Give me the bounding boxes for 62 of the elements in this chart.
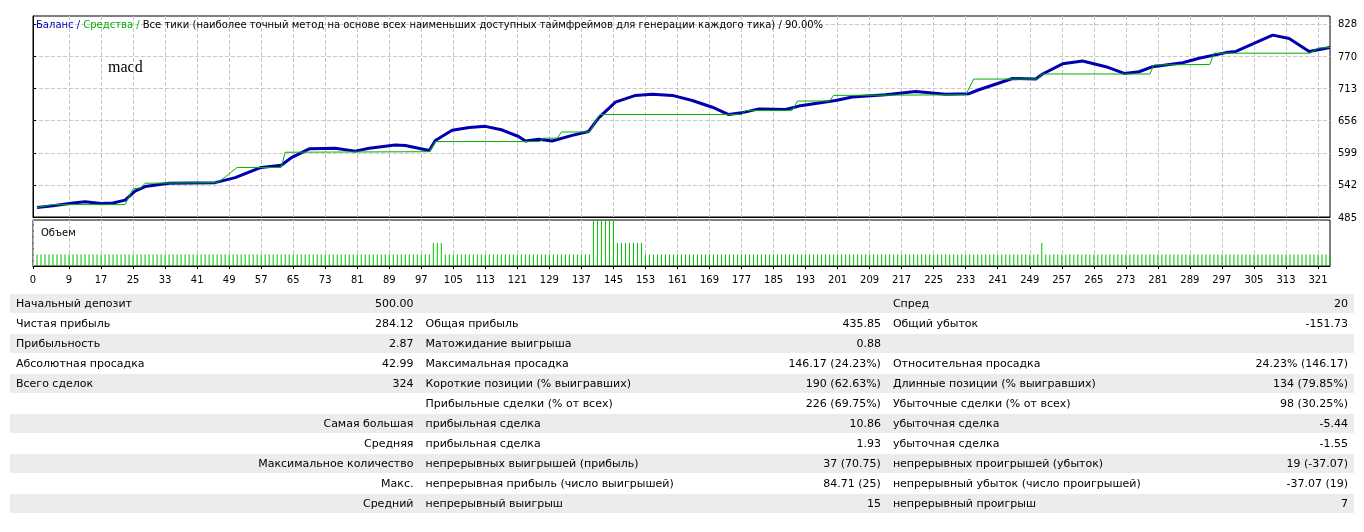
table-row: Всего сделок 324 Короткие позиции (% выигравших) 190 (62.63%) Длинные позиции (% выигравших) 134 (79.85%): [10, 373, 1354, 394]
x-tick-label: 297: [1212, 273, 1232, 285]
x-tick-label: 153: [635, 273, 656, 285]
x-tick-label: 137: [571, 273, 591, 285]
x-tick-label: 185: [764, 273, 784, 285]
x-tick-label: 89: [382, 273, 396, 285]
x-tick-label: 73: [318, 273, 332, 285]
x-tick-label: 49: [222, 273, 236, 285]
x-tick-label: 233: [956, 273, 976, 285]
x-tick-label: 81: [350, 273, 364, 285]
x-tick-label: 321: [1308, 273, 1328, 285]
x-tick-label: 209: [860, 273, 880, 285]
y-tick-label: 599: [1338, 147, 1358, 159]
x-tick-label: 9: [65, 273, 73, 285]
y-tick-label: 713: [1338, 83, 1358, 95]
x-tick-label: 249: [1020, 273, 1040, 285]
x-tick-label: 65: [286, 273, 300, 285]
y-tick-label: 542: [1338, 179, 1358, 191]
table-row: Прибыльность 2.87 Матожидание выигрыша 0.88: [10, 333, 1354, 354]
table-row: Средняя прибыльная сделка 1.93 убыточная сделка -1.55: [10, 433, 1354, 454]
x-tick-label: 177: [732, 273, 752, 285]
x-tick-label: 33: [158, 273, 172, 285]
table-row: Средний непрерывный выигрыш 15 непрерывный проигрыш 7: [10, 493, 1354, 514]
x-tick-label: 121: [507, 273, 527, 285]
table-row: Начальный депозит 500.00 Спред 20: [10, 294, 1354, 314]
x-tick-label: 145: [603, 273, 623, 285]
x-tick-label: 193: [796, 273, 816, 285]
x-tick-label: 313: [1276, 273, 1296, 285]
x-tick-label: 257: [1052, 273, 1072, 285]
table-row: Абсолютная просадка 42.99 Максимальная просадка 146.17 (24.23%) Относительная просадка 24.23% (146.17): [10, 353, 1354, 374]
y-tick-label: 828: [1338, 18, 1358, 30]
annotation: macd: [108, 57, 143, 75]
x-tick-label: 225: [924, 273, 944, 285]
table-row: Прибыльные сделки (% от всех) 226 (69.75%) Убыточные сделки (% от всех) 98 (30.25%): [10, 393, 1354, 414]
x-tick-label: 201: [828, 273, 848, 285]
x-tick-label: 25: [126, 273, 140, 285]
y-tick-label: 770: [1338, 51, 1358, 63]
table-row: Максимальное количество непрерывных выигрышей (прибыль) 37 (70.75) непрерывных проигрышей (убыток) 19 (-37.07): [10, 453, 1354, 474]
x-tick-label: 113: [475, 273, 495, 285]
x-tick-label: 129: [539, 273, 559, 285]
x-tick-label: 281: [1148, 273, 1168, 285]
x-tick-label: 17: [94, 273, 108, 285]
x-tick-label: 41: [190, 273, 204, 285]
chart-title: Баланс / Средства / Все тики (наиболее точный метод на основе всех наименьших доступных таймфреймов для генерации каждого тика) / 90.00%: [36, 19, 824, 30]
y-tick-label: 485: [1338, 211, 1358, 223]
x-tick-label: 217: [892, 273, 912, 285]
x-tick-label: 273: [1116, 273, 1136, 285]
x-tick-label: 0: [29, 273, 37, 285]
x-tick-label: 57: [254, 273, 268, 285]
text: Объем: [41, 226, 76, 238]
x-tick-label: 305: [1244, 273, 1264, 285]
y-tick-label: 656: [1338, 115, 1358, 127]
table-row: Макс. непрерывная прибыль (число выигрышей) 84.71 (25) непрерывный убыток (число проигрышей) -37.07 (19): [10, 473, 1354, 494]
x-tick-label: 161: [667, 273, 688, 285]
x-tick-label: 265: [1084, 273, 1104, 285]
x-tick-label: 105: [443, 273, 463, 285]
x-tick-label: 97: [414, 273, 428, 285]
table-row: Чистая прибыль 284.12 Общая прибыль 435.85 Общий убыток -151.73: [10, 313, 1354, 334]
table-row: Самая большая прибыльная сделка 10.86 убыточная сделка -5.44: [10, 413, 1354, 434]
x-tick-label: 241: [988, 273, 1008, 285]
x-tick-label: 169: [699, 273, 720, 285]
x-tick-label: 289: [1180, 273, 1200, 285]
